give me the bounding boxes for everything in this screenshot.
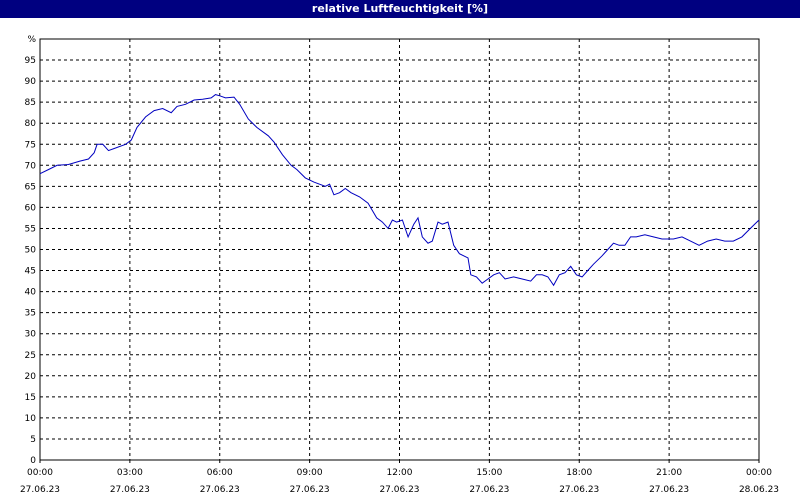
x-tick-time-label: 03:00 — [117, 468, 143, 478]
y-tick-label: 65 — [25, 182, 36, 192]
y-tick-label: 35 — [25, 309, 36, 319]
y-tick-label: 90 — [25, 77, 37, 87]
y-axis-unit-label: % — [27, 35, 36, 45]
y-tick-label: 20 — [25, 372, 37, 382]
chart-area: 0 5 10 15 20 25 30 35 40 45 50 55 60 65 70 75 80 85 90 95% 0… — [0, 18, 800, 500]
x-tick-time-label: 21:00 — [656, 468, 682, 478]
x-tick-time-label: 00:00 — [746, 468, 772, 478]
plot-frame — [39, 38, 760, 461]
y-tick-label: 25 — [25, 351, 36, 361]
x-tick-time-label: 18:00 — [566, 468, 592, 478]
y-tick-label: 10 — [25, 414, 37, 424]
y-tick-label: 45 — [25, 267, 36, 277]
y-tick-label: 80 — [25, 119, 37, 129]
x-tick-date-label: 28.06.23 — [739, 485, 779, 495]
x-tick-date-label: 27.06.23 — [379, 485, 419, 495]
y-tick-label: 5 — [30, 435, 36, 445]
y-tick-label: 75 — [25, 140, 36, 150]
x-tick-time-label: 15:00 — [476, 468, 502, 478]
x-tick-date-label: 27.06.23 — [200, 485, 240, 495]
y-tick-label: 60 — [25, 203, 37, 213]
x-tick-date-label: 27.06.23 — [649, 485, 689, 495]
y-tick-label: 70 — [25, 161, 37, 171]
x-tick-time-label: 06:00 — [207, 468, 233, 478]
humidity-line-chart: 0 5 10 15 20 25 30 35 40 45 50 55 60 65 70 75 80 85 90 95% 0… — [20, 35, 779, 495]
y-tick-label: 0 — [30, 456, 36, 466]
humidity-series-line — [39, 94, 760, 287]
y-tick-label: 50 — [25, 246, 37, 256]
y-tick-label: 55 — [25, 224, 36, 234]
x-tick-time-label: 09:00 — [297, 468, 323, 478]
y-tick-label: 30 — [25, 330, 37, 340]
chart-title: relative Luftfeuchtigkeit [%] — [0, 0, 800, 18]
x-tick-date-label: 27.06.23 — [20, 485, 60, 495]
y-tick-label: 15 — [25, 393, 36, 403]
x-tick-date-label: 27.06.23 — [110, 485, 150, 495]
y-tick-label: 40 — [25, 288, 37, 298]
y-tick-label: 85 — [25, 98, 36, 108]
x-tick-time-label: 12:00 — [387, 468, 413, 478]
x-tick-date-label: 27.06.23 — [290, 485, 330, 495]
x-tick-date-label: 27.06.23 — [469, 485, 509, 495]
y-tick-label: 95 — [25, 56, 36, 66]
x-tick-time-label: 00:00 — [27, 468, 53, 478]
x-tick-date-label: 27.06.23 — [559, 485, 599, 495]
